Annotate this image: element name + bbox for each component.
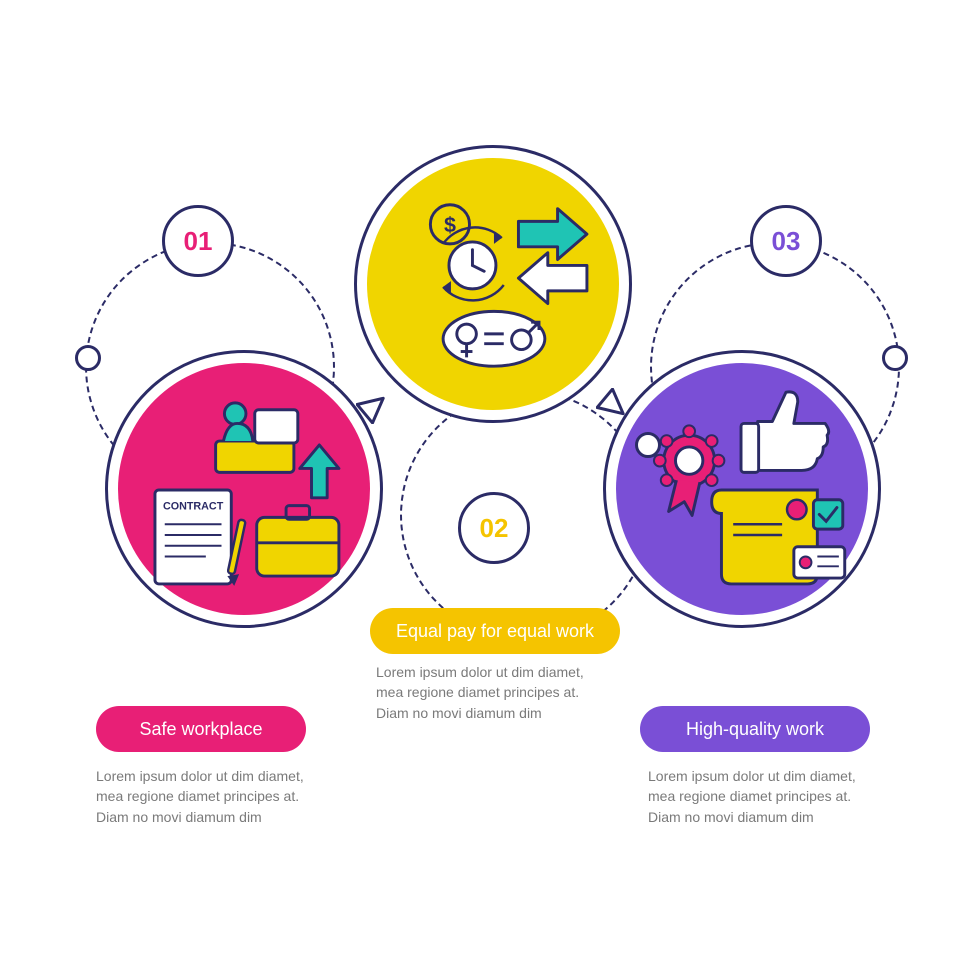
pill-safe-workplace: Safe workplace [96, 706, 306, 752]
equal-pay-icon: $ [357, 148, 629, 420]
connector-arrow-1 [356, 388, 392, 424]
body-text-1: Lorem ipsum dolor ut dim diamet, mea reg… [96, 766, 326, 827]
high-quality-icon [606, 353, 878, 625]
number-01: 01 [184, 226, 213, 257]
knob-1 [75, 345, 101, 371]
safe-workplace-icon: CONTRACT [108, 353, 380, 625]
connector-arrow-2 [596, 388, 632, 424]
pill-label-3: High-quality work [686, 719, 824, 740]
svg-text:CONTRACT: CONTRACT [163, 501, 224, 513]
knob-2 [635, 432, 661, 458]
infographic-stage: $ [0, 0, 980, 980]
body-text-3: Lorem ipsum dolor ut dim diamet, mea reg… [648, 766, 878, 827]
number-badge-01: 01 [162, 205, 234, 277]
number-02: 02 [480, 513, 509, 544]
circle-safe-workplace: CONTRACT [105, 350, 383, 628]
circle-equal-pay: $ [354, 145, 632, 423]
number-badge-02: 02 [458, 492, 530, 564]
knob-3 [882, 345, 908, 371]
pill-equal-pay: Equal pay for equal work [370, 608, 620, 654]
pill-label-1: Safe workplace [139, 719, 262, 740]
pill-high-quality: High-quality work [640, 706, 870, 752]
body-text-2: Lorem ipsum dolor ut dim diamet, mea reg… [376, 662, 606, 723]
number-badge-03: 03 [750, 205, 822, 277]
circle-high-quality [603, 350, 881, 628]
number-03: 03 [772, 226, 801, 257]
pill-label-2: Equal pay for equal work [396, 621, 594, 642]
